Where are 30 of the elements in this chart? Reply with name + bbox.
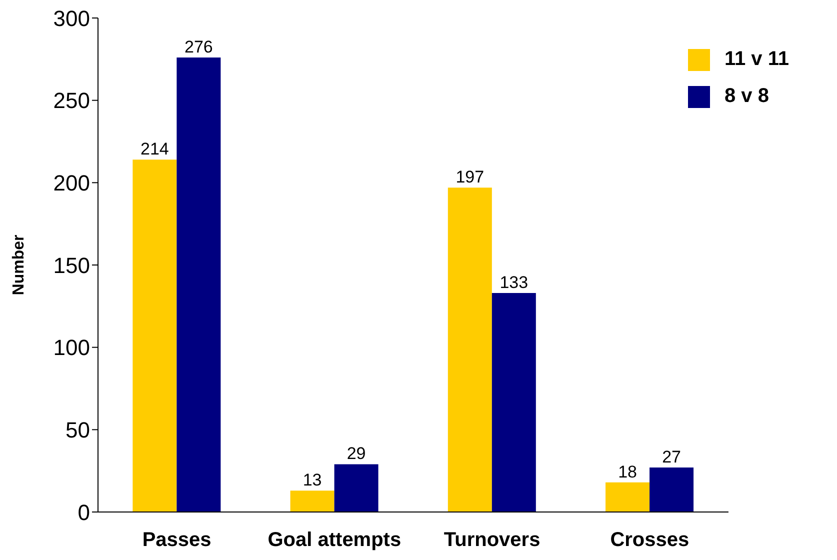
bar [132,160,177,512]
data-label: 133 [500,272,528,292]
y-tick-label: 0 [78,500,90,525]
y-tick-label: 300 [53,6,90,31]
data-label: 276 [184,38,213,57]
y-tick-label: 250 [53,88,90,114]
y-tick-label: 150 [53,252,90,278]
y-tick-label: 50 [66,417,90,442]
x-tick-label: Crosses [610,529,690,552]
y-axis-title: Number [10,234,28,296]
bar [448,188,492,512]
data-label: 214 [140,140,169,159]
data-label: 18 [618,462,637,482]
bar [606,482,650,512]
bar [176,58,221,512]
bar [492,292,536,512]
legend-label: 8 v 8 [724,85,769,108]
x-tick-label: Turnovers [444,529,540,552]
bar [650,468,694,512]
y-tick-label: 200 [53,170,90,196]
data-label: 197 [456,168,484,187]
legend-label: 11 v 11 [724,48,789,71]
data-label: 27 [662,448,681,467]
data-label: 29 [346,444,366,464]
y-tick-label: 100 [53,335,90,360]
x-tick-label: Passes [142,529,212,552]
bar [334,464,378,512]
x-tick-label: Goal attempts [268,529,402,552]
bar [290,490,334,512]
data-label: 13 [302,470,322,490]
